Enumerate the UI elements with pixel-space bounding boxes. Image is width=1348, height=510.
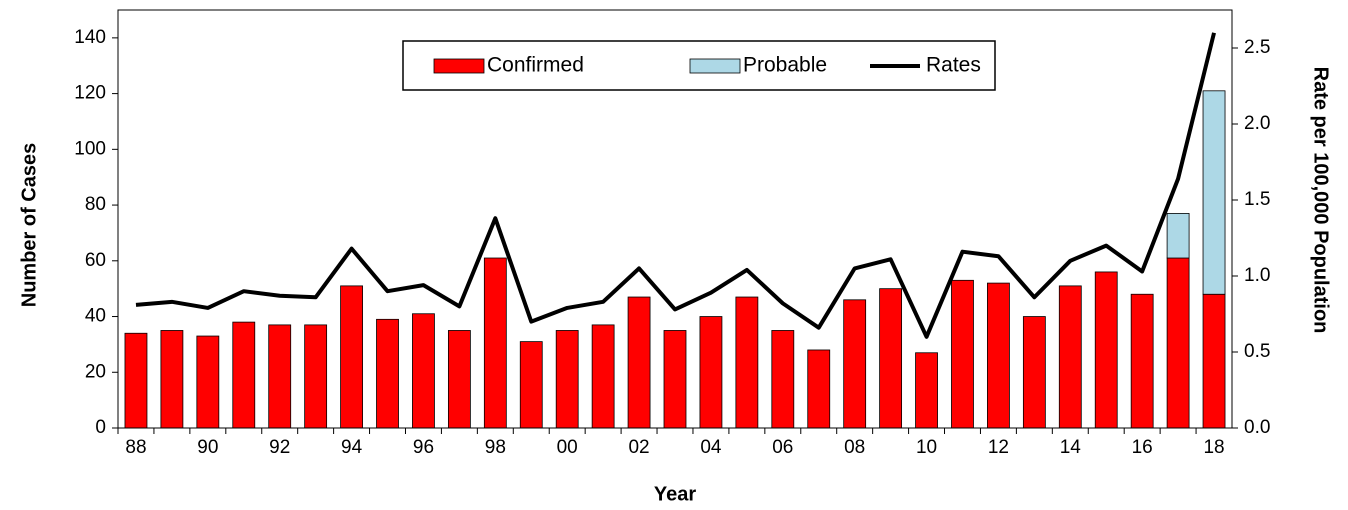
y-tick-label: 80 bbox=[85, 194, 106, 215]
y2-tick-label: 0.0 bbox=[1244, 417, 1270, 438]
bar bbox=[663, 330, 687, 429]
legend-label: Rates bbox=[926, 54, 981, 77]
bar bbox=[340, 285, 363, 429]
bar bbox=[124, 332, 148, 429]
y2-tick-label: 2.0 bbox=[1244, 113, 1270, 134]
bar bbox=[519, 341, 543, 429]
bar bbox=[699, 316, 723, 429]
x-tick-label: 90 bbox=[197, 437, 218, 458]
y2-tick-label: 2.5 bbox=[1244, 37, 1270, 58]
legend-swatch bbox=[689, 58, 741, 74]
x-tick-label: 14 bbox=[1060, 437, 1082, 458]
bar bbox=[591, 324, 615, 429]
x-tick-label: 10 bbox=[916, 437, 937, 458]
x-tick-label: 92 bbox=[269, 437, 290, 458]
bar bbox=[1202, 293, 1226, 429]
x-tick-label: 94 bbox=[341, 437, 363, 458]
legend-label: Confirmed bbox=[487, 54, 584, 77]
bar bbox=[1166, 257, 1190, 429]
y2-axis-title: Rate per 100,000 Population bbox=[1310, 67, 1332, 334]
y-tick-label: 40 bbox=[85, 306, 106, 327]
bar bbox=[447, 330, 471, 429]
bar bbox=[843, 299, 867, 429]
bar bbox=[1058, 285, 1082, 429]
y-tick-label: 140 bbox=[74, 27, 106, 48]
bar bbox=[951, 279, 974, 429]
bar bbox=[232, 321, 256, 429]
y-axis-title: Number of Cases bbox=[18, 143, 40, 308]
bar bbox=[268, 324, 292, 429]
x-tick-label: 98 bbox=[485, 437, 506, 458]
bar bbox=[555, 330, 579, 429]
bar bbox=[1130, 293, 1154, 429]
y2-tick-label: 1.5 bbox=[1244, 189, 1270, 210]
x-tick-label: 00 bbox=[557, 437, 578, 458]
bar bbox=[1022, 316, 1046, 429]
x-tick-label: 88 bbox=[125, 437, 146, 458]
bar bbox=[879, 288, 903, 429]
x-tick-label: 04 bbox=[700, 437, 722, 458]
legend-label: Probable bbox=[743, 54, 827, 77]
x-tick-label: 08 bbox=[844, 437, 865, 458]
y-tick-label: 0 bbox=[95, 417, 106, 438]
bar bbox=[483, 257, 507, 429]
bar bbox=[627, 296, 651, 429]
bar bbox=[987, 282, 1010, 429]
bar bbox=[412, 313, 435, 429]
bar bbox=[1166, 213, 1190, 259]
plot-frame bbox=[117, 9, 1233, 429]
x-tick-label: 06 bbox=[772, 437, 793, 458]
rate-line bbox=[135, 32, 1216, 339]
bar bbox=[1202, 90, 1226, 295]
y-tick-label: 20 bbox=[85, 361, 106, 382]
y-tick-label: 100 bbox=[74, 138, 106, 159]
bar bbox=[915, 352, 938, 429]
bar bbox=[304, 324, 328, 429]
x-tick-label: 18 bbox=[1203, 437, 1224, 458]
y2-tick-label: 0.5 bbox=[1244, 341, 1270, 362]
y2-tick-label: 1.0 bbox=[1244, 265, 1270, 286]
y-tick-label: 120 bbox=[74, 83, 106, 104]
x-tick-label: 96 bbox=[413, 437, 434, 458]
x-tick-label: 02 bbox=[628, 437, 649, 458]
bar bbox=[771, 330, 795, 429]
x-tick-label: 16 bbox=[1132, 437, 1153, 458]
y-tick-label: 60 bbox=[85, 250, 106, 271]
x-axis-title: Year bbox=[654, 483, 696, 505]
x-tick-label: 12 bbox=[988, 437, 1009, 458]
bar bbox=[1094, 271, 1118, 429]
bar bbox=[196, 335, 220, 429]
bar bbox=[807, 349, 831, 429]
bar bbox=[735, 296, 759, 429]
bar bbox=[160, 330, 184, 429]
bar bbox=[376, 318, 399, 429]
legend-swatch bbox=[433, 58, 485, 74]
